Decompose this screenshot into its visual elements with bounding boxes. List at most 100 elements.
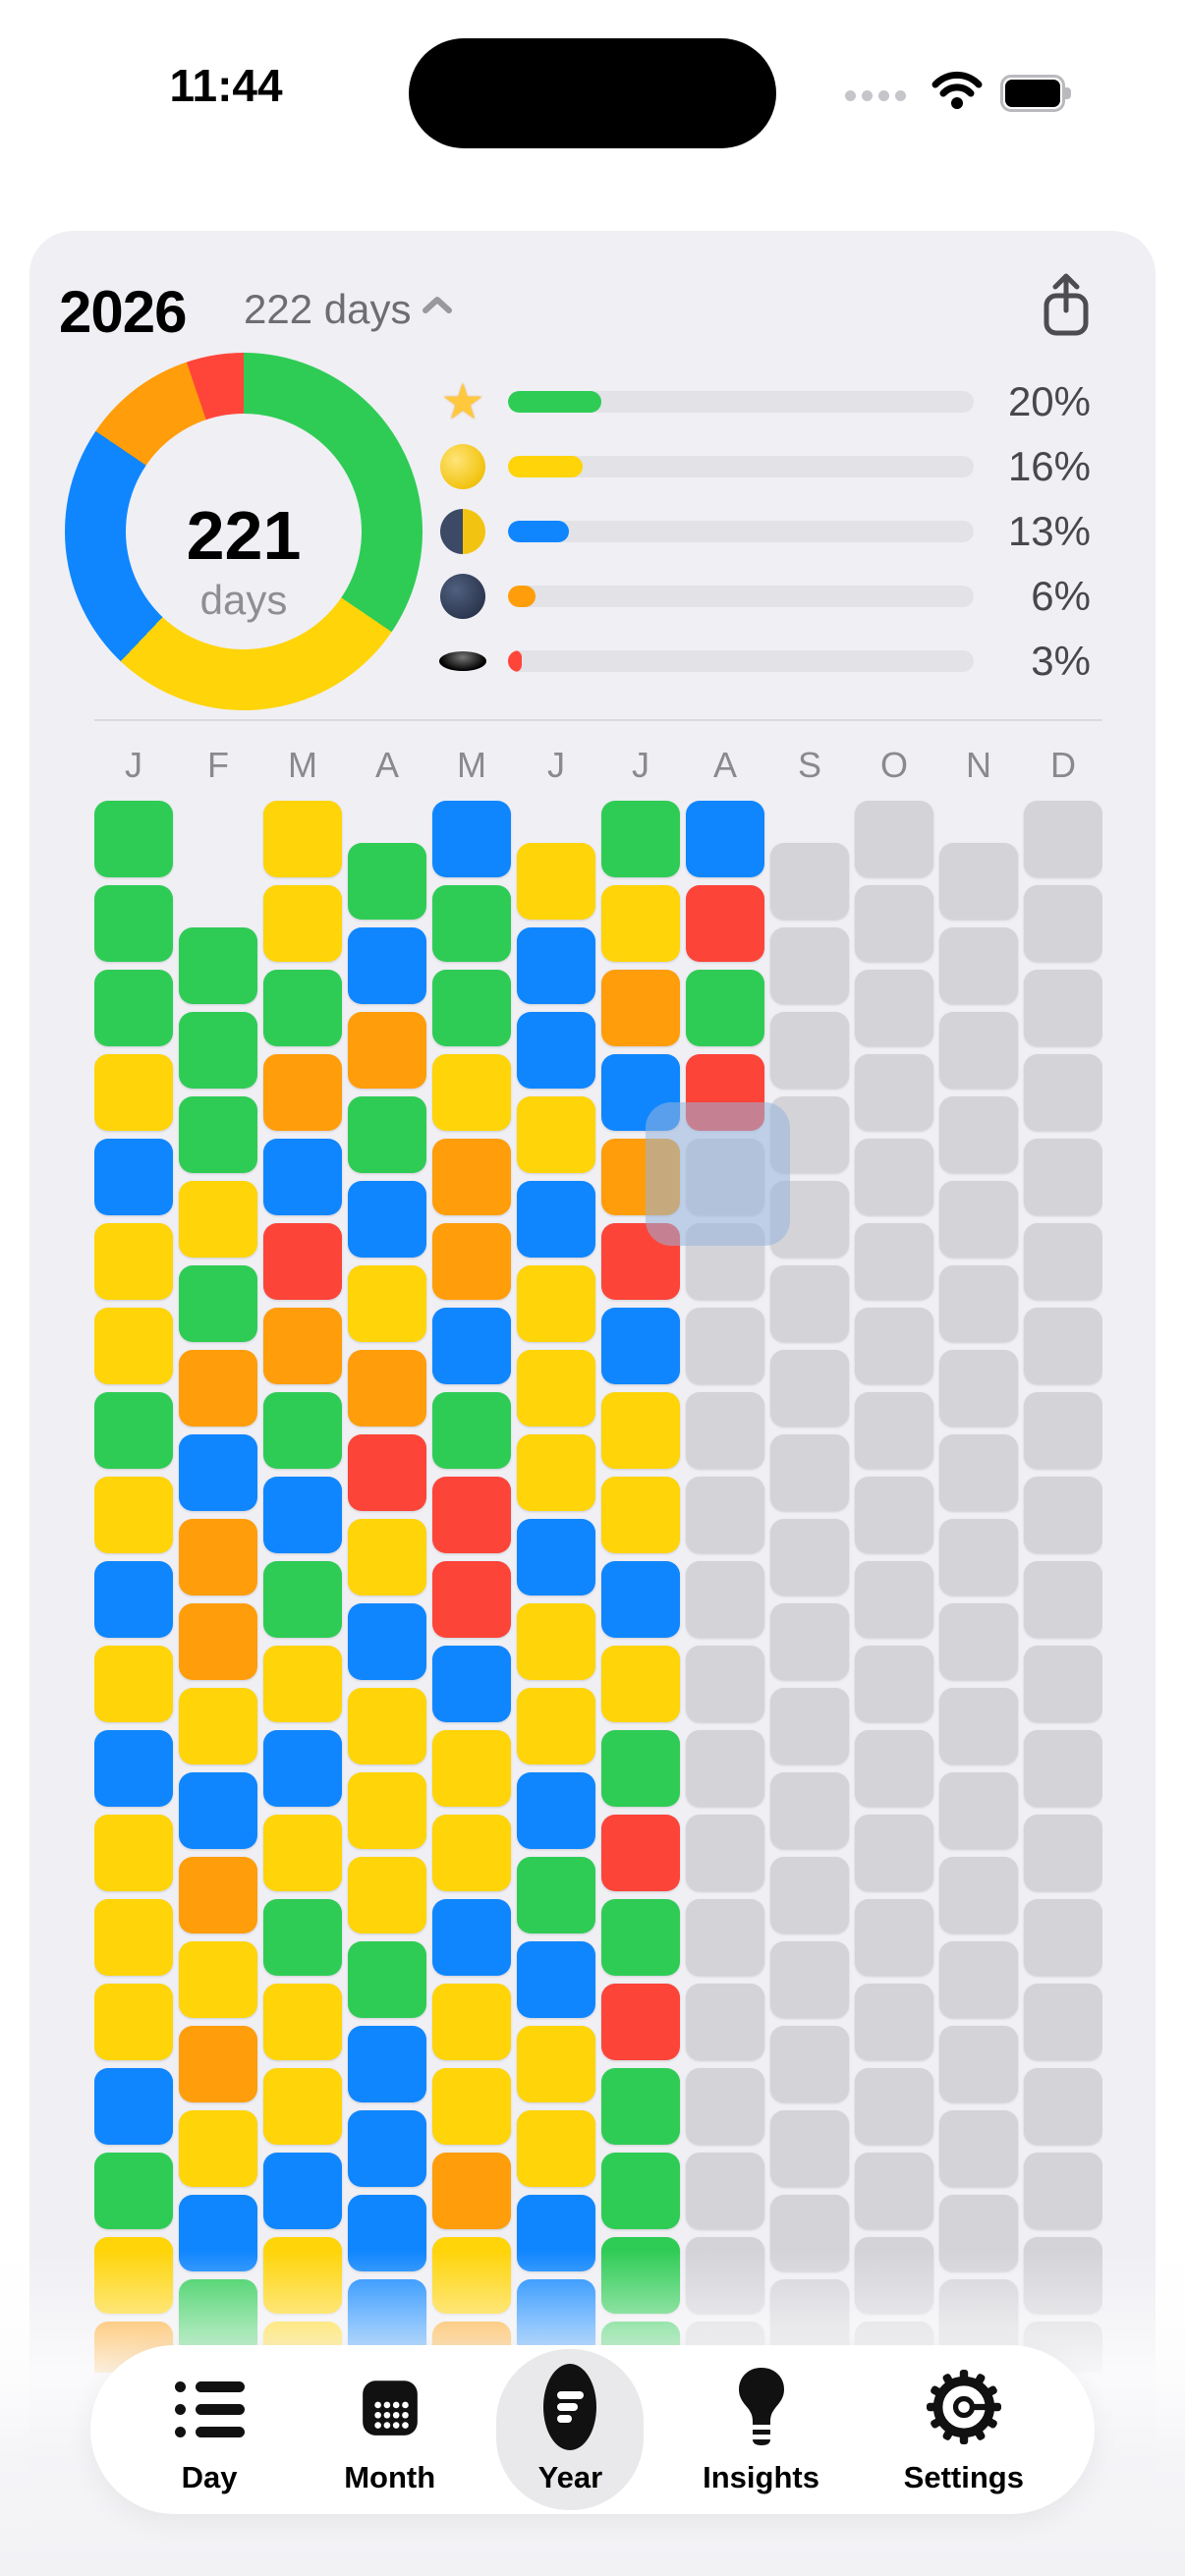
day-cell[interactable] [432, 970, 511, 1046]
day-cell[interactable] [517, 1603, 595, 1680]
share-button[interactable] [1038, 271, 1095, 340]
day-cell[interactable] [94, 1308, 173, 1384]
day-cell[interactable] [770, 2110, 849, 2187]
day-cell[interactable] [686, 1646, 764, 1722]
chevron-up-icon[interactable] [421, 292, 454, 319]
day-cell[interactable] [432, 1139, 511, 1215]
day-cell[interactable] [263, 1223, 342, 1300]
day-cell[interactable] [770, 1688, 849, 1764]
day-cell[interactable] [263, 1815, 342, 1891]
day-cell[interactable] [686, 885, 764, 962]
day-cell[interactable] [1024, 2153, 1102, 2229]
day-cell[interactable] [348, 1857, 426, 1933]
day-cell[interactable] [348, 2026, 426, 2102]
day-cell[interactable] [855, 1815, 933, 1891]
day-cell[interactable] [517, 1350, 595, 1427]
day-cell[interactable] [517, 2110, 595, 2187]
day-cell[interactable] [939, 1012, 1018, 1089]
day-cell[interactable] [855, 970, 933, 1046]
day-cell[interactable] [517, 2026, 595, 2102]
day-cell[interactable] [432, 1477, 511, 1553]
day-cell[interactable] [179, 927, 257, 1004]
day-cell[interactable] [601, 1984, 680, 2060]
day-cell[interactable] [263, 2153, 342, 2229]
day-cell[interactable] [686, 1561, 764, 1638]
day-cell[interactable] [94, 970, 173, 1046]
day-cell[interactable] [263, 1899, 342, 1976]
day-cell[interactable] [94, 1899, 173, 1976]
day-cell[interactable] [432, 1308, 511, 1384]
day-cell[interactable] [686, 1984, 764, 2060]
day-cell[interactable] [432, 1392, 511, 1469]
day-cell[interactable] [770, 1603, 849, 1680]
day-cell[interactable] [686, 1392, 764, 1469]
day-cell[interactable] [263, 1392, 342, 1469]
day-cell[interactable] [939, 843, 1018, 920]
day-cell[interactable] [1024, 1392, 1102, 1469]
day-cell[interactable] [179, 1096, 257, 1173]
day-cell[interactable] [601, 1392, 680, 1469]
day-cell[interactable] [94, 1646, 173, 1722]
day-cell[interactable] [432, 1561, 511, 1638]
day-cell[interactable] [179, 2026, 257, 2102]
day-cell[interactable] [855, 2153, 933, 2229]
day-cell[interactable] [179, 1181, 257, 1258]
day-cell[interactable] [601, 970, 680, 1046]
tab-settings[interactable]: Settings [878, 2349, 1049, 2510]
day-cell[interactable] [939, 1434, 1018, 1511]
day-cell[interactable] [517, 1434, 595, 1511]
day-cell[interactable] [517, 1857, 595, 1933]
day-cell[interactable] [855, 1139, 933, 1215]
day-cell[interactable] [179, 1519, 257, 1596]
day-cell[interactable] [855, 1308, 933, 1384]
day-cell[interactable] [179, 1603, 257, 1680]
day-cell[interactable] [1024, 1223, 1102, 1300]
day-cell[interactable] [263, 1561, 342, 1638]
day-cell[interactable] [517, 1012, 595, 1089]
day-cell[interactable] [1024, 1815, 1102, 1891]
day-cell[interactable] [348, 1181, 426, 1258]
day-cell[interactable] [686, 801, 764, 877]
day-cell[interactable] [686, 2153, 764, 2229]
day-cell[interactable] [601, 1308, 680, 1384]
day-cell[interactable] [939, 1772, 1018, 1849]
day-cell[interactable] [263, 1054, 342, 1131]
day-cell[interactable] [1024, 1646, 1102, 1722]
day-cell[interactable] [770, 843, 849, 920]
day-cell[interactable] [601, 1561, 680, 1638]
day-cell[interactable] [432, 1223, 511, 1300]
day-cell[interactable] [94, 2068, 173, 2145]
day-cell[interactable] [1024, 1984, 1102, 2060]
day-cell[interactable] [1024, 1561, 1102, 1638]
day-cell[interactable] [855, 1899, 933, 1976]
day-cell[interactable] [770, 2026, 849, 2102]
day-cell[interactable] [432, 2153, 511, 2229]
tab-insights[interactable]: Insights [677, 2349, 845, 2510]
day-cell[interactable] [939, 1265, 1018, 1342]
day-cell[interactable] [939, 1181, 1018, 1258]
day-cell[interactable] [939, 1603, 1018, 1680]
day-cell[interactable] [517, 1688, 595, 1764]
day-cell[interactable] [1024, 801, 1102, 877]
day-cell[interactable] [94, 1054, 173, 1131]
day-cell[interactable] [517, 1096, 595, 1173]
day-cell[interactable] [939, 1857, 1018, 1933]
day-cell[interactable] [1024, 885, 1102, 962]
day-cell[interactable] [348, 1688, 426, 1764]
day-cell[interactable] [601, 801, 680, 877]
day-cell[interactable] [601, 1730, 680, 1807]
day-cell[interactable] [855, 1646, 933, 1722]
day-cell[interactable] [432, 1984, 511, 2060]
day-cell[interactable] [263, 1730, 342, 1807]
day-cell[interactable] [348, 1265, 426, 1342]
day-cell[interactable] [348, 1603, 426, 1680]
day-cell[interactable] [1024, 1899, 1102, 1976]
day-cell[interactable] [855, 1561, 933, 1638]
day-cell[interactable] [179, 1857, 257, 1933]
day-cell[interactable] [1024, 1730, 1102, 1807]
day-cell[interactable] [770, 1434, 849, 1511]
day-cell[interactable] [94, 1223, 173, 1300]
day-cell[interactable] [94, 1139, 173, 1215]
day-cell[interactable] [432, 2068, 511, 2145]
day-cell[interactable] [432, 801, 511, 877]
